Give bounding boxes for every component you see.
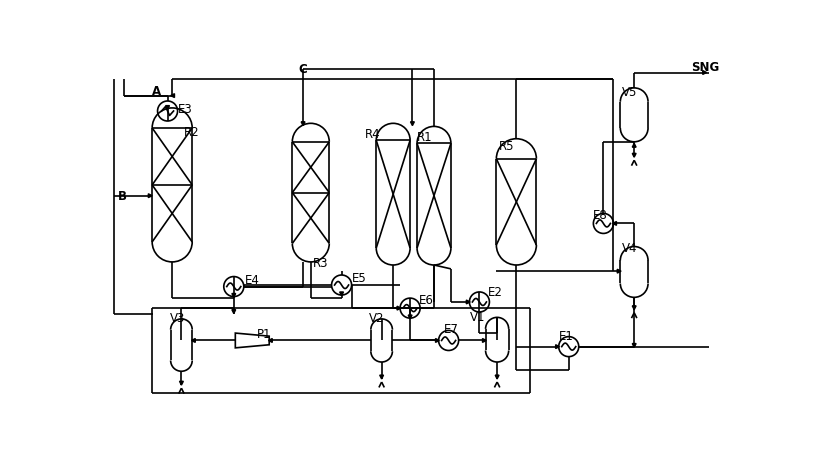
Text: R3: R3 bbox=[313, 257, 328, 270]
Polygon shape bbox=[269, 338, 272, 342]
Text: R2: R2 bbox=[183, 126, 199, 139]
Polygon shape bbox=[179, 381, 183, 385]
Text: V3: V3 bbox=[170, 313, 185, 325]
Polygon shape bbox=[618, 269, 621, 273]
Polygon shape bbox=[466, 300, 470, 304]
Text: V5: V5 bbox=[622, 86, 637, 99]
Polygon shape bbox=[380, 375, 383, 379]
Polygon shape bbox=[397, 306, 400, 310]
Text: C: C bbox=[299, 63, 307, 76]
Polygon shape bbox=[408, 315, 412, 319]
Text: V1: V1 bbox=[470, 311, 486, 324]
Text: E8: E8 bbox=[593, 209, 608, 222]
Polygon shape bbox=[340, 292, 343, 296]
Polygon shape bbox=[632, 144, 636, 147]
Text: E5: E5 bbox=[352, 272, 367, 285]
Polygon shape bbox=[301, 122, 305, 125]
Text: R5: R5 bbox=[499, 140, 514, 153]
Text: E3: E3 bbox=[178, 103, 192, 116]
Polygon shape bbox=[165, 106, 170, 109]
Polygon shape bbox=[632, 306, 636, 310]
Polygon shape bbox=[632, 153, 636, 157]
Polygon shape bbox=[436, 338, 439, 342]
Polygon shape bbox=[410, 122, 414, 125]
Text: E6: E6 bbox=[419, 294, 433, 307]
Polygon shape bbox=[632, 344, 636, 347]
Polygon shape bbox=[482, 338, 486, 342]
Text: V2: V2 bbox=[369, 313, 385, 325]
Polygon shape bbox=[170, 94, 174, 98]
Text: R4: R4 bbox=[364, 128, 380, 141]
Text: V4: V4 bbox=[622, 242, 637, 255]
Polygon shape bbox=[148, 194, 152, 198]
Text: E7: E7 bbox=[444, 323, 459, 336]
Polygon shape bbox=[495, 375, 499, 379]
Polygon shape bbox=[703, 70, 707, 75]
Polygon shape bbox=[613, 221, 617, 225]
Text: E4: E4 bbox=[245, 274, 260, 287]
Polygon shape bbox=[232, 310, 236, 313]
Text: E1: E1 bbox=[559, 330, 573, 343]
Text: SNG: SNG bbox=[691, 61, 719, 74]
Text: B: B bbox=[118, 190, 127, 203]
Text: P1: P1 bbox=[257, 328, 271, 341]
Text: R1: R1 bbox=[417, 131, 432, 144]
Text: E2: E2 bbox=[488, 286, 503, 299]
Text: A: A bbox=[152, 85, 161, 98]
Polygon shape bbox=[192, 338, 195, 342]
Polygon shape bbox=[555, 344, 559, 349]
Polygon shape bbox=[232, 294, 236, 297]
